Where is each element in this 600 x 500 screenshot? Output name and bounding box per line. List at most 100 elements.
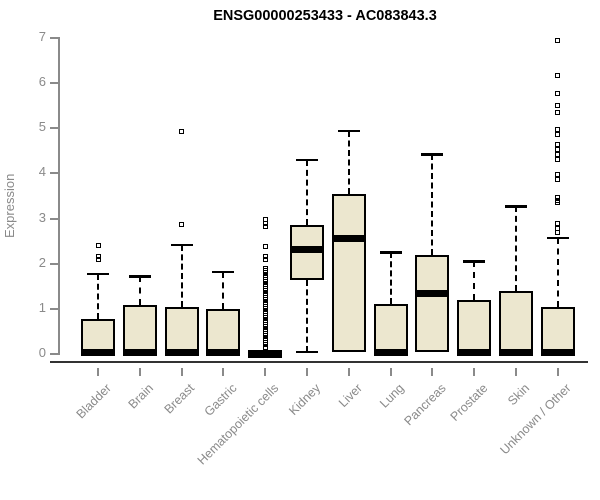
y-tick-label: 1 xyxy=(38,299,46,315)
outlier-point xyxy=(555,225,561,231)
y-axis-tick xyxy=(50,37,58,40)
x-tick-label-bladder: Bladder xyxy=(73,381,114,422)
upper-whisker-cap xyxy=(379,251,402,254)
outlier-point xyxy=(555,195,561,201)
x-axis-tick xyxy=(556,368,559,376)
box-skin xyxy=(499,290,533,354)
y-axis-tick xyxy=(50,82,58,85)
lower-whisker-cap xyxy=(296,350,318,354)
x-axis-tick xyxy=(138,368,141,376)
outlier-point xyxy=(555,220,561,226)
upper-whisker-line xyxy=(97,273,99,319)
x-tick-label-liver: Liver xyxy=(335,381,365,411)
outlier-point xyxy=(555,126,561,132)
outlier-point xyxy=(95,253,101,259)
outlier-point xyxy=(555,142,561,148)
box-breast xyxy=(164,306,199,354)
upper-whisker-line xyxy=(556,237,559,307)
median-line-pancreas xyxy=(415,290,450,298)
median-line-liver xyxy=(331,234,366,242)
median-line-lung xyxy=(373,348,408,356)
upper-whisker-line xyxy=(473,261,476,300)
x-axis-tick xyxy=(347,368,350,376)
y-tick-label: 3 xyxy=(38,209,46,225)
outlier-point xyxy=(555,131,561,137)
x-axis-tick xyxy=(473,368,476,376)
outlier-point xyxy=(555,200,561,206)
y-tick-label: 5 xyxy=(38,119,46,135)
upper-whisker-cap xyxy=(128,275,151,278)
x-tick-label-kidney: Kidney xyxy=(285,381,323,418)
x-tick-label-breast: Breast xyxy=(162,381,198,417)
upper-whisker-cap xyxy=(296,158,318,162)
outlier-point xyxy=(262,244,268,250)
outlier-point xyxy=(95,243,101,249)
upper-whisker-line xyxy=(138,276,141,306)
upper-whisker-line xyxy=(431,154,434,255)
outlier-point xyxy=(179,128,185,134)
x-tick-label-prostate: Prostate xyxy=(447,381,491,424)
median-line-unknown-other xyxy=(540,348,575,356)
upper-whisker-cap xyxy=(546,236,569,240)
lower-whisker-line xyxy=(306,279,308,352)
outlier-point xyxy=(555,147,561,153)
upper-whisker-line xyxy=(180,244,183,307)
outlier-point xyxy=(262,216,268,222)
outlier-point xyxy=(555,38,561,44)
x-tick-label-skin: Skin xyxy=(504,381,532,409)
median-line-brain xyxy=(122,348,157,356)
median-line-kidney xyxy=(290,245,324,253)
x-tick-label-pancreas: Pancreas xyxy=(401,381,449,429)
y-tick-label: 6 xyxy=(38,74,46,90)
y-axis-tick xyxy=(50,217,58,220)
box-unknown-other xyxy=(540,306,575,354)
median-line-breast xyxy=(164,348,199,356)
median-line-skin xyxy=(499,348,533,356)
x-axis-tick xyxy=(515,368,517,376)
x-axis-tick xyxy=(306,368,308,376)
box-pancreas xyxy=(415,254,450,352)
y-tick-label: 4 xyxy=(38,164,46,180)
outlier-point xyxy=(555,109,561,115)
y-tick-label: 0 xyxy=(38,345,46,360)
chart-title: ENSG00000253433 - AC083843.3 xyxy=(213,8,437,24)
outlier-point xyxy=(179,221,185,227)
x-axis-tick xyxy=(431,368,434,376)
x-tick-label-hematopoietic-cells: Hematopoietic cells xyxy=(194,381,282,468)
upper-whisker-cap xyxy=(463,260,486,263)
outlier-point xyxy=(555,103,561,109)
x-axis-tick xyxy=(389,368,392,376)
median-line-gastric xyxy=(206,348,241,356)
box-brain xyxy=(122,305,157,354)
box-gastric xyxy=(206,308,241,354)
y-axis-tick xyxy=(50,353,58,355)
upper-whisker-cap xyxy=(421,153,444,156)
outlier-point xyxy=(555,151,561,157)
upper-whisker-line xyxy=(222,271,225,309)
upper-whisker-line xyxy=(306,159,308,226)
upper-whisker-line xyxy=(347,130,350,194)
y-tick-label: 7 xyxy=(38,29,46,45)
median-line-bladder xyxy=(81,348,115,356)
x-axis-tick xyxy=(264,368,267,376)
upper-whisker-cap xyxy=(212,270,235,274)
box-lung xyxy=(373,304,408,354)
upper-whisker-line xyxy=(389,252,392,305)
upper-whisker-cap xyxy=(505,205,527,208)
upper-whisker-cap xyxy=(170,243,193,247)
upper-whisker-cap xyxy=(337,129,360,133)
outlier-point xyxy=(262,254,268,260)
x-tick-label-gastric: Gastric xyxy=(201,381,240,419)
median-line-hematopoietic-cells xyxy=(248,350,283,358)
outlier-point xyxy=(555,157,561,163)
outlier-point xyxy=(555,91,561,97)
y-axis-tick xyxy=(50,127,58,130)
outlier-point xyxy=(95,256,101,262)
y-axis-tick xyxy=(50,172,58,175)
y-axis-tick xyxy=(50,262,58,265)
x-axis-line xyxy=(50,361,588,363)
x-tick-label-lung: Lung xyxy=(376,381,407,411)
upper-whisker-line xyxy=(515,206,517,291)
